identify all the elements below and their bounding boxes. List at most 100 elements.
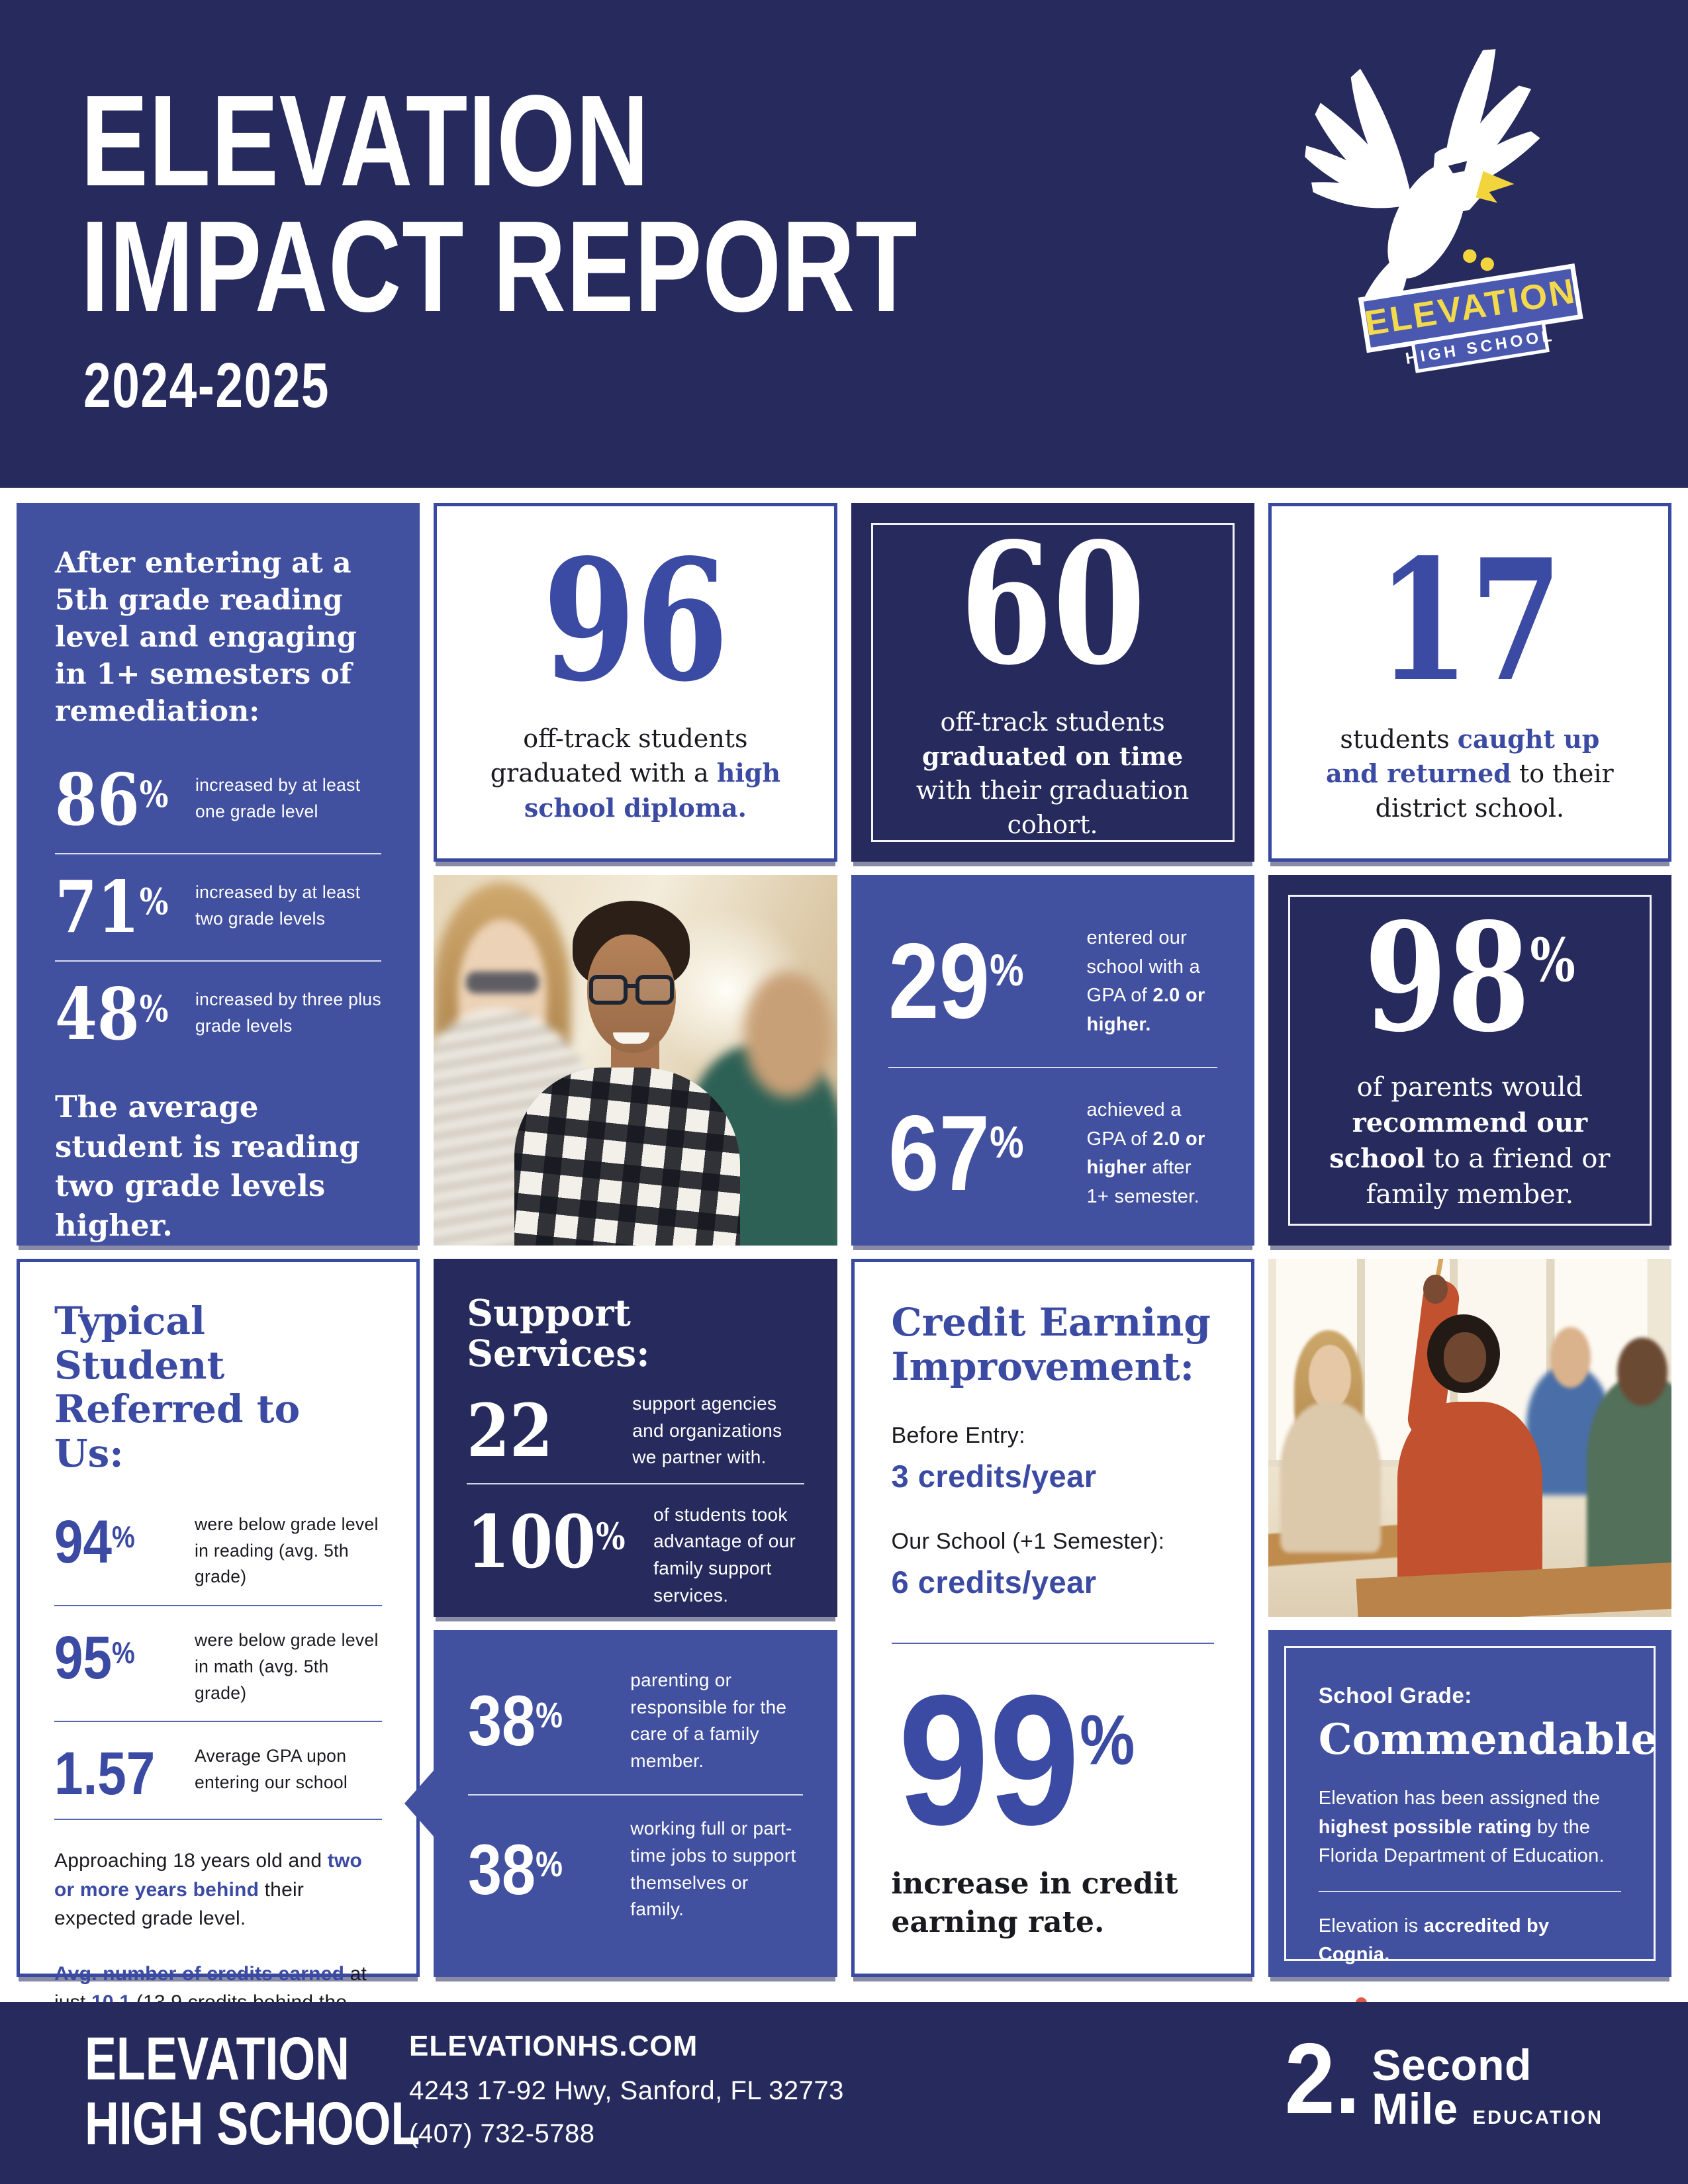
footer-school-name: ELEVATION HIGH SCHOOL [85, 2025, 420, 2158]
eagle-eye [1448, 161, 1468, 173]
typical-paragraph-1: Approaching 18 years old and two or more… [54, 1850, 363, 1930]
stat-value: 67% [888, 1093, 1024, 1213]
stat-row: 1.57 Average GPA upon entering our schoo… [54, 1737, 382, 1804]
stat-desc: increased by at least one grade level [195, 775, 361, 822]
stat-value: 29% [888, 921, 1024, 1041]
footer: ELEVATION HIGH SCHOOL ELEVATIONHS.COM 42… [0, 2002, 1688, 2184]
title-line-2: IMPACT REPORT [81, 194, 918, 340]
header: ELEVATION IMPACT REPORT 2024-2025 [0, 0, 1688, 488]
school-year: 2024-2025 [83, 350, 330, 421]
school-grade-value: Commendable [1318, 1715, 1658, 1764]
footer-phone: (407) 732-5788 [409, 2119, 595, 2148]
our-school-label: Our School (+1 Semester): [891, 1529, 1165, 1555]
reading-card-intro: After entering at a 5th grade reading le… [55, 547, 357, 728]
divider [1318, 1890, 1621, 1892]
divider [54, 1605, 383, 1606]
divider [467, 1482, 804, 1484]
typical-stats: 94% were below grade level in reading (a… [54, 1505, 383, 1821]
divider [55, 960, 382, 962]
support-services-card: Support Services: 22 support agencies an… [434, 1259, 837, 1617]
stat-value: 1.57 [54, 1740, 156, 1808]
grade-paragraph-2: Elevation is accredited by Cognia. [1318, 1915, 1550, 1966]
reading-remediation-card: After entering at a 5th grade reading le… [17, 503, 420, 1246]
stat-value: 95% [54, 1624, 135, 1692]
stat-desc: were below grade level in math (avg. 5th… [195, 1630, 379, 1703]
pointer-arrow [404, 1769, 436, 1838]
page-title: ELEVATION IMPACT REPORT [81, 68, 1154, 340]
stat-desc: working full or part-time jobs to suppor… [630, 1818, 796, 1920]
stat-row: 38% parenting or responsible for the car… [468, 1667, 802, 1774]
reading-stats: 86% increased by at least one grade leve… [55, 758, 382, 1050]
photo-student-raising-hand [1268, 1259, 1671, 1617]
before-entry-value: 3 credits/year [891, 1459, 1097, 1494]
stat-row: 29% entered our school with a GPA of 2.0… [888, 924, 1217, 1039]
returned-count: 17 [1377, 523, 1563, 719]
credit-earning-card: Credit Earning Improvement: Before Entry… [851, 1259, 1254, 1977]
credit-increase-value: 99% [898, 1657, 1135, 1864]
footer-contact: ELEVATIONHS.COM 4243 17-92 Hwy, Sanford,… [409, 2030, 844, 2149]
school-grade-label: School Grade: [1318, 1683, 1472, 1707]
our-school-value: 6 credits/year [891, 1565, 1097, 1600]
stat-value: 38% [468, 1680, 563, 1761]
eagle-body [1305, 49, 1540, 324]
footer-address: 4243 17-92 Hwy, Sanford, FL 32773 [409, 2076, 844, 2105]
grade-paragraph-1: Elevation has been assigned the highest … [1318, 1788, 1605, 1866]
divider [54, 1819, 383, 1821]
stat-desc: Average GPA upon entering our school [195, 1746, 348, 1792]
school-grade-card: School Grade: Commendable Elevation has … [1268, 1630, 1671, 2036]
credit-increase-caption: increase in credit earning rate. [891, 1867, 1178, 1939]
stat-desc: of students took advantage of our family… [653, 1504, 796, 1606]
second-mile-wordmark: Second Mile EDUCATION [1372, 2040, 1603, 2133]
stat-row: 38% working full or part-time jobs to su… [468, 1815, 802, 1923]
on-time-count: 60 [959, 506, 1146, 702]
diploma-card: 96 off-track students graduated with a h… [434, 503, 837, 862]
graduated-on-time-card: 60 off-track students graduated on time … [851, 503, 1254, 862]
stat-row: 95% were below grade level in math (avg.… [54, 1621, 382, 1706]
divider [54, 1721, 383, 1723]
eagle-logo: ELEVATION HIGH SCHOOL [1305, 49, 1583, 373]
before-entry-label: Before Entry: [891, 1423, 1025, 1449]
recommend-value: 98% [1364, 891, 1575, 1066]
title-line-1: ELEVATION [81, 68, 650, 213]
second-mile-logo: 2. Second Mile EDUCATION [1276, 2023, 1603, 2135]
stat-desc: increased by at least two grade levels [195, 882, 361, 929]
recommend-caption: of parents would recommend our school to… [1329, 1071, 1611, 1210]
second-mile-numeral: 2. [1284, 2023, 1360, 2135]
stats-grid: After entering at a 5th grade reading le… [17, 503, 1671, 2071]
stat-row: 48% increased by three plus grade levels [55, 979, 381, 1050]
reading-card-outro: The average student is reading two grade… [55, 1089, 360, 1243]
on-time-caption: off-track students graduated on time wit… [915, 707, 1190, 839]
stat-value: 94% [54, 1508, 135, 1576]
school-grade-content: School Grade: Commendable Elevation has … [1284, 1646, 1658, 2036]
recommend-card: 98% of parents would recommend our schoo… [1268, 875, 1671, 1246]
typical-student-card: Typical Student Referred to Us: 94% were… [17, 1259, 420, 2071]
stat-desc: entered our school with a GPA of 2.0 or … [1086, 927, 1205, 1035]
stat-row: 67% achieved a GPA of 2.0 or higher afte… [888, 1096, 1217, 1211]
support-heading: Support Services: [467, 1291, 650, 1375]
typical-heading: Typical Student Referred to Us: [54, 1298, 301, 1477]
stat-value: 48% [55, 973, 169, 1057]
divider [55, 853, 382, 855]
returned-card: 17 students caught up and returned to th… [1268, 503, 1671, 862]
stat-desc: were below grade level in reading (avg. … [195, 1514, 379, 1587]
divider [888, 1067, 1217, 1068]
returned-caption: students caught up and returned to their… [1326, 723, 1614, 823]
gpa-card: 29% entered our school with a GPA of 2.0… [851, 875, 1254, 1246]
footer-website: ELEVATIONHS.COM [409, 2030, 698, 2062]
stat-value: 100% [467, 1498, 626, 1584]
student-obligations-card: 38% parenting or responsible for the car… [404, 1630, 837, 1977]
stat-value: 86% [55, 758, 169, 842]
stat-value: 22 [467, 1388, 553, 1473]
diploma-count: 96 [542, 523, 729, 719]
stat-value: 71% [55, 866, 169, 950]
eagle-talon [1480, 257, 1494, 271]
eagle-talon [1463, 249, 1477, 263]
stat-desc: increased by three plus grade levels [195, 989, 381, 1036]
stat-row: 100% of students took advantage of our f… [467, 1502, 804, 1609]
stat-row: 71% increased by at least two grade leve… [55, 872, 381, 943]
photo-student-classroom [434, 875, 837, 1246]
divider [468, 1794, 803, 1796]
eagle-beak [1476, 171, 1515, 203]
stat-desc: achieved a GPA of 2.0 or higher after 1+… [1086, 1099, 1205, 1207]
